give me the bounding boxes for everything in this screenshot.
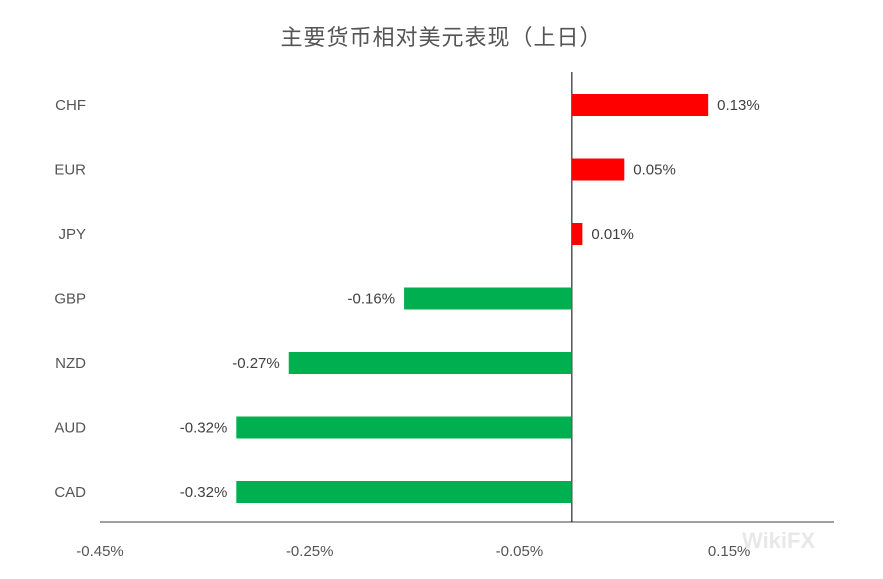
bar-gbp bbox=[404, 287, 572, 310]
bar-aud bbox=[236, 416, 572, 439]
bar-chf bbox=[571, 94, 709, 116]
data-label: 0.01% bbox=[591, 226, 634, 243]
category-label: JPY bbox=[58, 226, 86, 243]
bar-jpy bbox=[571, 223, 583, 245]
watermark-logo: WikiFX bbox=[742, 528, 816, 553]
data-label: -0.27% bbox=[232, 355, 280, 372]
data-label: 0.05% bbox=[633, 162, 676, 179]
chart-title: 主要货币相对美元表现（上日） bbox=[280, 26, 603, 51]
x-tick-label: -0.45% bbox=[76, 543, 124, 560]
category-label: CAD bbox=[54, 484, 86, 501]
data-label: -0.32% bbox=[180, 484, 228, 501]
data-label: -0.16% bbox=[348, 291, 396, 308]
x-tick-label: -0.05% bbox=[496, 543, 544, 560]
bar-nzd bbox=[288, 352, 572, 374]
data-label: 0.13% bbox=[717, 97, 760, 114]
category-label: AUD bbox=[54, 420, 86, 437]
bar-eur bbox=[571, 158, 625, 181]
category-label: CHF bbox=[55, 97, 86, 114]
category-label: NZD bbox=[55, 355, 86, 372]
data-label: -0.32% bbox=[180, 420, 228, 437]
x-tick-label: -0.25% bbox=[286, 543, 334, 560]
category-label: GBP bbox=[54, 291, 86, 308]
bar-cad bbox=[236, 481, 572, 503]
category-label: EUR bbox=[54, 162, 86, 179]
x-tick-label: 0.15% bbox=[708, 543, 751, 560]
